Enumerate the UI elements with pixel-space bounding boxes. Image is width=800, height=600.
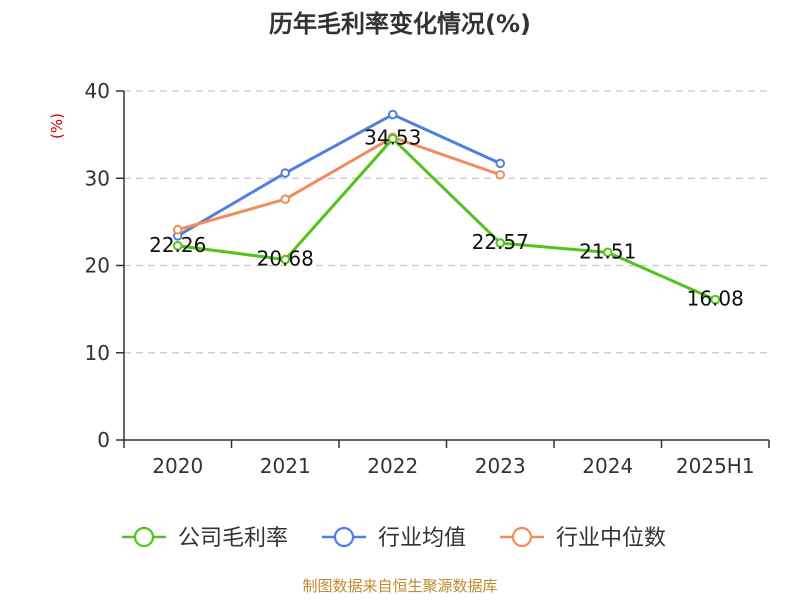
data-point (172, 240, 183, 251)
data-label: 16.08 (687, 287, 744, 311)
legend-marker-icon (333, 526, 355, 548)
x-tick-label: 2024 (582, 454, 633, 478)
legend-marker-icon (511, 526, 533, 548)
legend-label: 行业中位数 (556, 526, 666, 551)
data-point (280, 254, 291, 265)
legend-marker-icon (133, 526, 155, 548)
x-tick-label: 2021 (260, 454, 311, 478)
y-tick-label: 0 (97, 428, 110, 452)
data-point (172, 224, 183, 235)
legend-item[interactable]: 行业均值 (322, 526, 466, 551)
data-label: 22.26 (149, 233, 206, 257)
source-note: 制图数据来自恒生聚源数据库 (302, 577, 497, 595)
data-point (495, 158, 506, 169)
series-line (176, 113, 501, 238)
legend-item[interactable]: 行业中位数 (500, 526, 666, 551)
legend[interactable]: 公司毛利率 行业均值 行业中位数 (122, 526, 666, 551)
data-point (280, 194, 291, 204)
y-tick-label: 40 (85, 79, 110, 103)
data-point (710, 294, 721, 305)
grid-lines (124, 90, 769, 354)
series-line (177, 137, 716, 302)
data-point (387, 133, 398, 144)
legend-label: 行业均值 (378, 526, 466, 551)
data-label: 21.51 (579, 239, 636, 263)
x-tick-label: 2022 (367, 454, 418, 478)
data-point (280, 168, 291, 178)
y-axis-unit: (%) (48, 113, 66, 139)
series-layer (172, 109, 721, 305)
data-point (495, 238, 506, 248)
axes: 0 10 20 30 40 2020 2021 2022 2023 2024 2025H1 (85, 79, 770, 478)
data-point (602, 247, 613, 258)
y-tick-label: 20 (85, 254, 110, 278)
data-label: 34.53 (364, 126, 421, 150)
chart-title: 历年毛利率变化情况(%) (269, 10, 531, 38)
legend-item[interactable]: 公司毛利率 (122, 526, 288, 551)
x-tick-label: 2025H1 (676, 454, 755, 478)
y-tick-label: 10 (85, 341, 110, 365)
data-label: 20.68 (257, 247, 314, 271)
data-labels: 22.26 20.68 34.53 22.57 21.51 16.08 (149, 126, 744, 311)
y-tick-label: 30 (85, 166, 110, 190)
data-point (495, 169, 506, 180)
data-label: 22.57 (472, 230, 529, 254)
x-tick-label: 2020 (152, 454, 203, 478)
x-tick-label: 2023 (475, 454, 526, 478)
series-line (177, 135, 501, 232)
legend-label: 公司毛利率 (178, 526, 288, 551)
data-point (387, 109, 398, 120)
